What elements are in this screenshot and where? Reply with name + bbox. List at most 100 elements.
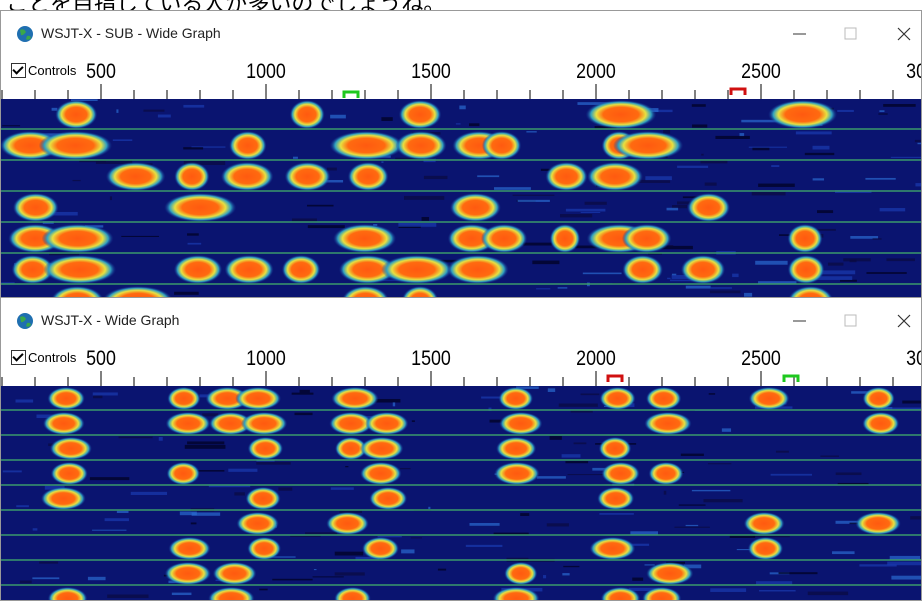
- controls-checkbox[interactable]: Controls: [11, 63, 76, 78]
- noise: [72, 179, 81, 182]
- scale-label: 3000: [906, 347, 921, 371]
- close-button[interactable]: [897, 314, 911, 328]
- noise: [334, 572, 365, 576]
- noise: [326, 167, 337, 171]
- noise: [758, 183, 795, 187]
- noise: [189, 470, 225, 472]
- signal: [167, 387, 201, 410]
- noise: [157, 114, 171, 118]
- signal: [208, 412, 252, 435]
- checkbox-box[interactable]: [11, 350, 26, 365]
- noise: [710, 588, 747, 592]
- noise: [807, 591, 849, 596]
- noise: [371, 279, 406, 281]
- noise: [174, 291, 199, 295]
- maximize-button[interactable]: [844, 314, 857, 327]
- noise: [755, 260, 788, 265]
- signal: [494, 462, 540, 485]
- noise: [584, 201, 607, 205]
- signal: [648, 462, 684, 485]
- noise: [121, 235, 160, 237]
- noise: [812, 145, 830, 150]
- noise: [804, 152, 835, 156]
- noise: [291, 218, 317, 222]
- noise: [32, 577, 60, 580]
- noise: [70, 99, 98, 102]
- noise: [865, 177, 896, 180]
- noise: [259, 588, 268, 591]
- noise: [546, 523, 569, 527]
- title-bar: WSJT-X - SUB - Wide Graph: [1, 11, 921, 56]
- signal: [587, 162, 644, 191]
- signal: [326, 512, 369, 535]
- noise: [190, 522, 197, 525]
- noise: [886, 258, 915, 262]
- noise: [561, 454, 581, 458]
- signal: [173, 255, 223, 284]
- noise: [775, 450, 789, 453]
- noise: [381, 161, 384, 163]
- noise: [312, 576, 344, 578]
- noise: [770, 473, 813, 476]
- maximize-button[interactable]: [844, 27, 857, 40]
- noise: [827, 262, 844, 266]
- noise: [334, 551, 364, 556]
- signal: [398, 100, 442, 129]
- scale-label: 1000: [246, 347, 286, 371]
- wide-graph-window: WSJT-X - SUB - Wide Graph Controls 500 1000…: [0, 10, 922, 299]
- noise: [428, 506, 431, 510]
- noise: [577, 102, 612, 105]
- noise: [87, 576, 106, 581]
- controls-checkbox[interactable]: Controls: [11, 350, 76, 365]
- signal: [11, 255, 54, 284]
- noise: [299, 389, 310, 393]
- noise: [917, 142, 921, 145]
- noise: [512, 194, 555, 196]
- signal: [164, 193, 237, 222]
- noise: [910, 516, 921, 520]
- noise: [15, 399, 34, 403]
- noise: [889, 555, 921, 560]
- scale-label: 2000: [576, 347, 616, 371]
- noise: [171, 592, 192, 596]
- noise: [339, 509, 363, 513]
- noise: [184, 444, 226, 449]
- signal: [646, 562, 694, 585]
- noise: [1, 282, 15, 284]
- signal: [481, 224, 528, 253]
- signal: [43, 255, 117, 284]
- signal: [331, 387, 379, 410]
- noise: [813, 270, 856, 275]
- noise: [669, 279, 707, 282]
- close-button[interactable]: [897, 27, 911, 41]
- noise: [2, 470, 22, 473]
- signal: [768, 100, 838, 129]
- wide-graph-window: WSJT-X - Wide Graph Controls 500 1000 1500 20…: [0, 297, 922, 601]
- noise: [560, 214, 593, 218]
- noise: [557, 287, 568, 289]
- signal: [168, 537, 211, 560]
- noise: [700, 160, 728, 164]
- noise: [345, 466, 349, 468]
- signal: [748, 387, 790, 410]
- signal: [338, 255, 397, 284]
- noise: [536, 476, 566, 479]
- noise: [685, 524, 699, 527]
- noise: [652, 245, 693, 250]
- noise: [187, 233, 199, 236]
- noise: [759, 589, 796, 592]
- checkbox-box[interactable]: [11, 63, 26, 78]
- noise: [832, 551, 855, 555]
- noise: [294, 412, 313, 416]
- noise: [362, 398, 401, 403]
- noise: [883, 104, 916, 107]
- noise: [739, 133, 745, 137]
- noise: [516, 386, 539, 389]
- noise: [756, 581, 793, 585]
- noise: [437, 568, 447, 571]
- noise: [599, 513, 634, 515]
- signal: [687, 193, 731, 222]
- noise: [32, 528, 38, 531]
- frequency-scale: 500 1000 1500 2000 2500 3000: [1, 60, 921, 99]
- signal: [49, 437, 92, 460]
